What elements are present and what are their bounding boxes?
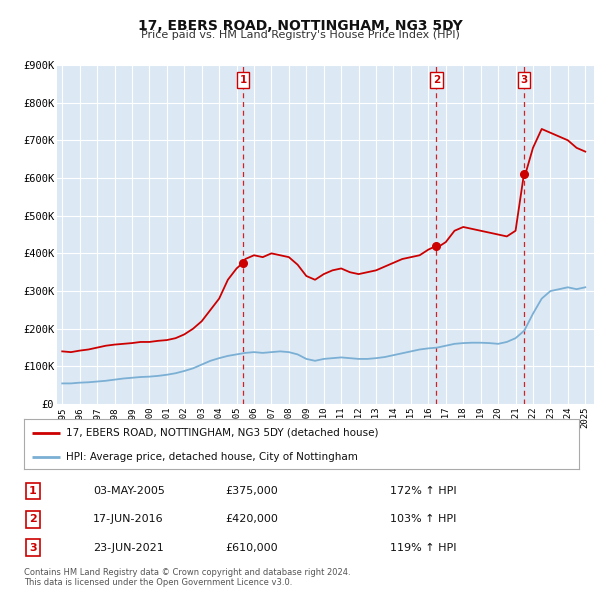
Text: £420,000: £420,000 bbox=[226, 514, 278, 524]
Text: £610,000: £610,000 bbox=[226, 543, 278, 552]
Text: 1: 1 bbox=[29, 486, 37, 496]
Text: 103% ↑ HPI: 103% ↑ HPI bbox=[390, 514, 457, 524]
Text: 1: 1 bbox=[239, 75, 247, 85]
Text: 119% ↑ HPI: 119% ↑ HPI bbox=[390, 543, 457, 552]
Text: 2: 2 bbox=[433, 75, 440, 85]
Text: 03-MAY-2005: 03-MAY-2005 bbox=[93, 486, 165, 496]
Text: HPI: Average price, detached house, City of Nottingham: HPI: Average price, detached house, City… bbox=[65, 451, 358, 461]
Text: 23-JUN-2021: 23-JUN-2021 bbox=[93, 543, 164, 552]
Text: 17, EBERS ROAD, NOTTINGHAM, NG3 5DY (detached house): 17, EBERS ROAD, NOTTINGHAM, NG3 5DY (det… bbox=[65, 428, 378, 438]
Text: 3: 3 bbox=[29, 543, 37, 552]
Text: 172% ↑ HPI: 172% ↑ HPI bbox=[390, 486, 457, 496]
Text: Price paid vs. HM Land Registry's House Price Index (HPI): Price paid vs. HM Land Registry's House … bbox=[140, 30, 460, 40]
Text: 3: 3 bbox=[520, 75, 527, 85]
Text: Contains HM Land Registry data © Crown copyright and database right 2024.
This d: Contains HM Land Registry data © Crown c… bbox=[24, 568, 350, 587]
Text: 2: 2 bbox=[29, 514, 37, 524]
Text: 17, EBERS ROAD, NOTTINGHAM, NG3 5DY: 17, EBERS ROAD, NOTTINGHAM, NG3 5DY bbox=[137, 19, 463, 33]
Text: £375,000: £375,000 bbox=[226, 486, 278, 496]
Text: 17-JUN-2016: 17-JUN-2016 bbox=[93, 514, 164, 524]
